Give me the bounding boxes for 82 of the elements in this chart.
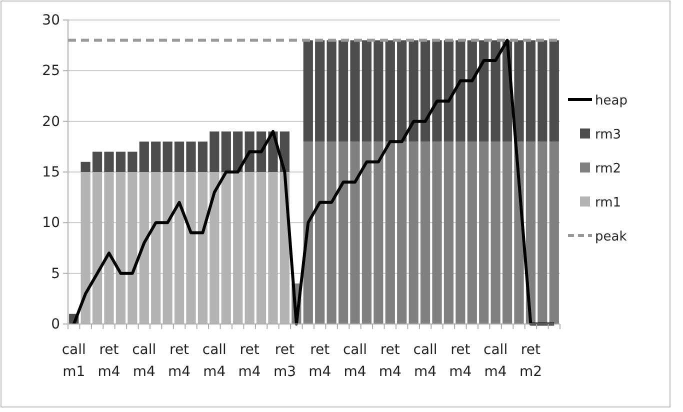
bar [467, 142, 477, 324]
x-tick-label: call m4 [202, 342, 226, 380]
x-tick-label: call m4 [413, 342, 438, 380]
x-tick-label: ret m4 [308, 342, 332, 380]
bar [338, 142, 348, 324]
bar [162, 142, 172, 172]
bar [233, 131, 243, 172]
bar [303, 40, 313, 142]
legend-label: rm3 [595, 128, 622, 142]
bar [116, 152, 126, 172]
bar [467, 40, 477, 142]
bar [444, 142, 454, 324]
bar [479, 142, 489, 324]
x-tick-label: ret m4 [378, 342, 402, 380]
bar [385, 142, 395, 324]
bar [151, 142, 161, 172]
bar [362, 142, 372, 324]
bar [315, 142, 325, 324]
x-tick-label: ret m3 [273, 342, 296, 380]
bar [174, 142, 184, 172]
bar [397, 142, 407, 324]
x-tick-label: call m4 [342, 342, 368, 380]
x-tick-label: ret m4 [98, 342, 120, 380]
bar [374, 40, 384, 142]
y-tick-label: 5 [51, 266, 60, 282]
bar [186, 142, 196, 172]
bar [408, 40, 418, 142]
bar [362, 40, 372, 142]
line-series [72, 38, 556, 326]
bar [538, 142, 548, 324]
bar [338, 40, 348, 142]
x-tick-label: ret m4 [168, 342, 191, 380]
bar [456, 40, 466, 142]
bar [303, 142, 313, 324]
bar [210, 131, 220, 172]
bar [139, 142, 149, 172]
y-tick-label: 20 [42, 114, 60, 130]
bar [432, 142, 442, 324]
bar [315, 40, 325, 142]
bar [549, 40, 559, 142]
x-tick-label: call m1 [62, 342, 86, 380]
legend-label: rm1 [595, 196, 622, 210]
bar [385, 40, 395, 142]
bar [374, 142, 384, 324]
bar [92, 152, 102, 172]
bar [326, 40, 336, 142]
bar [420, 40, 430, 142]
bar [444, 40, 454, 142]
bar [104, 152, 114, 172]
y-tick-label: 25 [42, 63, 60, 80]
bar [526, 40, 536, 142]
bar [350, 142, 360, 324]
bar [420, 142, 430, 324]
bar [198, 142, 208, 172]
bar [350, 40, 360, 142]
x-tick-label: call m4 [484, 342, 508, 380]
x-tick-label: ret m4 [449, 342, 472, 380]
bar [80, 162, 90, 172]
bar [502, 142, 512, 324]
bar [432, 40, 442, 142]
bar [549, 142, 559, 324]
bar [221, 131, 231, 172]
legend-label: rm2 [595, 162, 622, 176]
bar [490, 40, 500, 142]
bar [538, 40, 548, 142]
bar [490, 142, 500, 324]
bar [514, 40, 524, 142]
bar [326, 142, 336, 324]
bar [397, 40, 407, 142]
y-tick-label: 0 [51, 316, 60, 332]
bar [408, 142, 418, 324]
x-tick-label: ret m4 [238, 342, 261, 380]
bar [128, 152, 138, 172]
y-tick-label: 30 [42, 12, 60, 28]
legend-label: peak [595, 230, 628, 244]
bar [456, 142, 466, 324]
x-tick-label: ret m2 [519, 342, 542, 380]
bar [479, 40, 489, 142]
y-tick-label: 10 [42, 215, 60, 232]
legend-label: heap [595, 94, 628, 108]
x-tick-label: call m4 [132, 342, 156, 380]
y-tick-label: 15 [42, 164, 60, 180]
